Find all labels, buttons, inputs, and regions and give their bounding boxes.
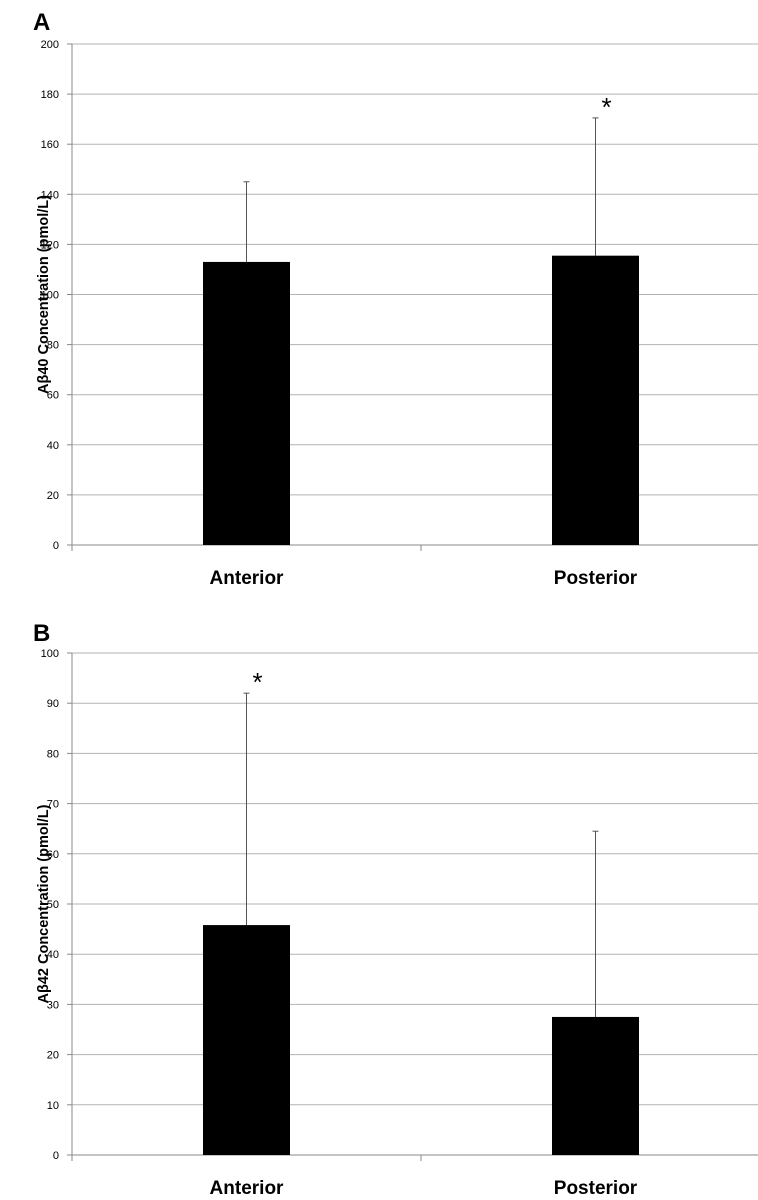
y-tick-label: 60 [47, 849, 59, 861]
category-label: Posterior [554, 1178, 638, 1199]
significance-marker: * [252, 667, 262, 697]
y-tick-label: 60 [47, 390, 59, 402]
y-tick-label: 30 [47, 999, 59, 1011]
y-tick-label: 200 [41, 39, 59, 51]
y-tick-label: 180 [41, 89, 59, 101]
chart-panel-a: A 0 20 40 60 80 100 120 140 160 180 200 Anterior * Pos… [33, 9, 758, 589]
y-tick-label: 80 [47, 748, 59, 760]
significance-marker: * [601, 92, 611, 122]
y-tick-label: 20 [47, 1050, 59, 1062]
y-tick-label: 70 [47, 799, 59, 811]
y-tick-label: 100 [41, 290, 59, 302]
bar-anterior [203, 925, 290, 1155]
y-tick-label: 0 [53, 1150, 59, 1162]
panel-letter: B [33, 620, 50, 647]
y-tick-label: 90 [47, 698, 59, 710]
y-tick-label: 40 [47, 440, 59, 452]
y-tick-label: 100 [41, 648, 59, 660]
y-tick-label: 20 [47, 490, 59, 502]
category-label: Posterior [554, 568, 638, 589]
y-tick-label: 140 [41, 189, 59, 201]
y-tick-label: 120 [41, 239, 59, 251]
panel-letter: A [33, 9, 50, 36]
bar-anterior [203, 261, 290, 545]
y-tick-label: 50 [47, 899, 59, 911]
chart-panel-b: B 0 10 20 30 40 50 60 70 80 90 100 * Anterior Posterio… [33, 620, 758, 1199]
category-label: Anterior [210, 568, 285, 589]
y-tick-label: 40 [47, 949, 59, 961]
bar-posterior [552, 1016, 639, 1155]
category-label: Anterior [210, 1178, 285, 1199]
y-tick-label: 80 [47, 340, 59, 352]
y-tick-label: 10 [47, 1100, 59, 1112]
y-axis-label: Aβ40 Concentration (pmol/L) [36, 195, 52, 394]
y-axis-label: Aβ42 Concentration (pmol/L) [36, 804, 52, 1003]
bar-posterior [552, 255, 639, 546]
y-tick-label: 160 [41, 139, 59, 151]
y-tick-label: 0 [53, 540, 59, 552]
